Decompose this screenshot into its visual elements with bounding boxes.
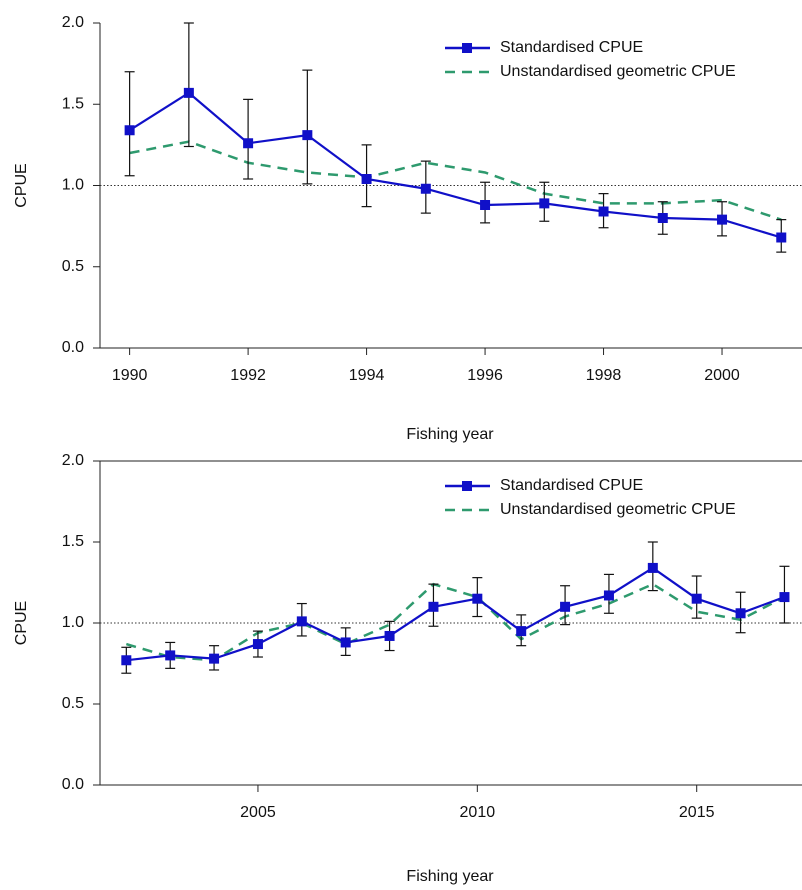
data-point xyxy=(361,174,372,184)
data-point xyxy=(384,630,395,641)
x-tick-label: 1994 xyxy=(349,367,385,384)
data-point xyxy=(296,616,307,627)
y-tick-label: 1.0 xyxy=(62,177,84,194)
data-point xyxy=(243,138,254,149)
chart-panel: 0.0 0.5 1.0 1.5 2.0 1990 1992 1994 1996 1998 2000 F… xyxy=(13,14,802,443)
data-point xyxy=(420,183,431,194)
legend-marker xyxy=(462,43,472,53)
y-tick-label: 0.5 xyxy=(62,695,84,712)
data-point xyxy=(428,601,439,612)
y-axis-label: CPUE xyxy=(13,601,30,645)
x-tick-label: 1992 xyxy=(230,367,266,384)
data-point xyxy=(717,214,728,225)
data-point xyxy=(735,608,746,619)
y-tick-label: 2.0 xyxy=(62,14,84,31)
data-point xyxy=(302,130,313,141)
data-point xyxy=(340,637,351,648)
y-tick-label: 0.5 xyxy=(62,258,84,275)
data-point xyxy=(124,125,135,136)
x-tick-label: 2005 xyxy=(240,804,276,821)
data-point xyxy=(598,206,609,217)
y-tick-label: 1.5 xyxy=(62,533,84,550)
x-tick-label: 2010 xyxy=(460,804,496,821)
data-point xyxy=(480,200,491,210)
chart-panel: 0.0 0.5 1.0 1.5 2.0 2005 2010 2015 Fishing year C… xyxy=(13,452,802,885)
y-tick-label: 0.0 xyxy=(62,776,84,793)
y-tick-label: 1.0 xyxy=(62,614,84,631)
x-tick-label: 1998 xyxy=(586,367,622,384)
x-tick-label: 2000 xyxy=(704,367,740,384)
data-point xyxy=(779,592,790,603)
data-point xyxy=(472,593,483,604)
legend-label: Standardised CPUE xyxy=(500,477,643,494)
y-axis-label: CPUE xyxy=(13,163,30,207)
x-tick-label: 2015 xyxy=(679,804,715,821)
y-tick-label: 2.0 xyxy=(62,452,84,469)
data-point xyxy=(603,590,614,601)
data-point xyxy=(691,593,702,604)
data-point xyxy=(647,562,658,573)
legend-marker xyxy=(462,481,472,491)
data-point xyxy=(516,626,527,637)
data-point xyxy=(560,601,571,612)
y-tick-label: 0.0 xyxy=(62,339,84,356)
series-line xyxy=(129,91,782,239)
x-tick-label: 1996 xyxy=(467,367,503,384)
legend-label: Unstandardised geometric CPUE xyxy=(500,63,736,80)
series-line xyxy=(129,140,782,221)
data-point xyxy=(539,198,550,209)
series-line xyxy=(126,566,785,662)
x-axis-label: Fishing year xyxy=(406,426,494,443)
legend-label: Standardised CPUE xyxy=(500,39,643,56)
data-point xyxy=(121,655,132,666)
data-point xyxy=(165,650,176,661)
data-point xyxy=(209,653,220,664)
series-line xyxy=(125,582,786,662)
data-point xyxy=(776,232,787,243)
data-point xyxy=(657,213,668,223)
y-tick-label: 1.5 xyxy=(62,95,84,112)
x-tick-label: 1990 xyxy=(112,367,148,384)
data-point xyxy=(183,87,194,98)
x-axis-label: Fishing year xyxy=(406,868,494,885)
legend-label: Unstandardised geometric CPUE xyxy=(500,501,736,518)
data-point xyxy=(252,639,263,650)
